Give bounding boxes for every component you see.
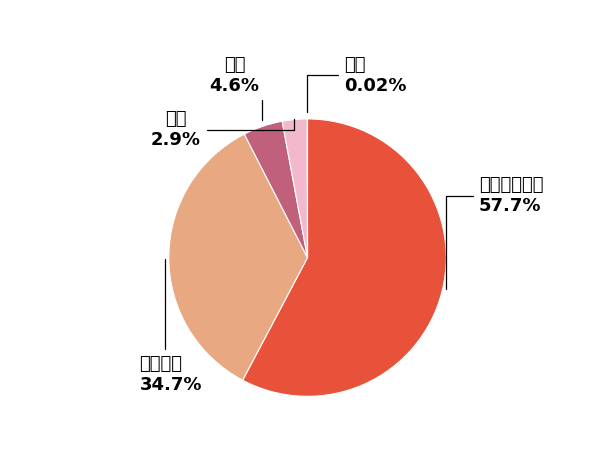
Text: 상급종합병원
57.7%: 상급종합병원 57.7% xyxy=(446,176,544,289)
Text: 병원
2.9%: 병원 2.9% xyxy=(151,110,295,149)
Text: 약국
0.02%: 약국 0.02% xyxy=(307,56,406,112)
Text: 의원
4.6%: 의원 4.6% xyxy=(209,56,262,120)
Wedge shape xyxy=(242,119,446,396)
Text: 종합병원
34.7%: 종합병원 34.7% xyxy=(140,259,202,394)
Wedge shape xyxy=(169,134,308,380)
Wedge shape xyxy=(282,119,308,258)
Wedge shape xyxy=(244,121,308,258)
